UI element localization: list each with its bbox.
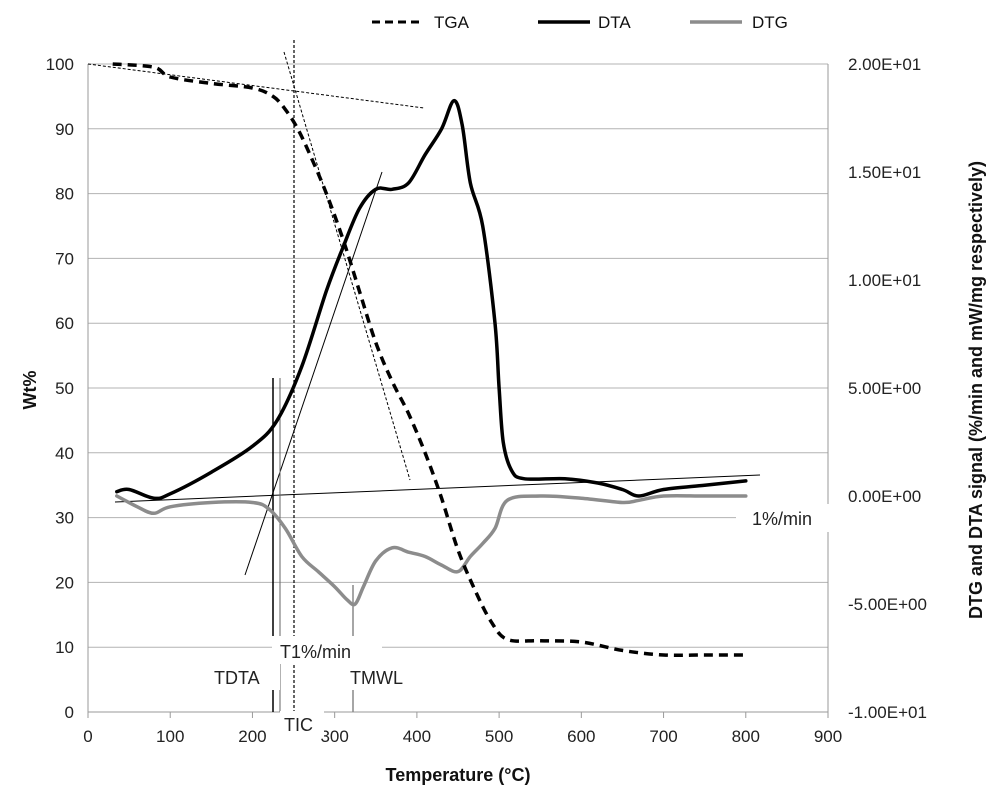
x-tick-label: 100 (156, 727, 184, 746)
gridlines (87, 63, 829, 718)
label-bg-tmwl (346, 664, 424, 690)
legend-label-dta: DTA (598, 13, 631, 32)
annotation-1pct-per-min: 1%/min (752, 509, 812, 529)
onset-tangent-upper (87, 63, 425, 109)
x-tick-label: 600 (567, 727, 595, 746)
series-layer (112, 62, 748, 658)
y-axis-right-title: DTG and DTA signal (%/min and mW/mg resp… (966, 161, 986, 619)
y-tick-left-label: 10 (55, 638, 74, 657)
x-tick-label: 800 (732, 727, 760, 746)
annotation-lines (87, 40, 761, 712)
y-tick-right-label: 1.00E+01 (848, 271, 921, 290)
annotation-tic: TIC (284, 715, 313, 735)
legend: TGA DTA DTG (372, 13, 788, 32)
y-tick-right-label: -1.00E+01 (848, 703, 927, 722)
label-bg-t1 (272, 636, 382, 664)
x-axis-title: Temperature (°C) (386, 765, 531, 785)
x-tick-label: 500 (485, 727, 513, 746)
label-bg-tdta (210, 664, 280, 690)
series-line-tga (112, 62, 746, 658)
onset-tangent-steep (283, 51, 411, 481)
x-tick-label: 300 (320, 727, 348, 746)
y-tick-right-label: 1.50E+01 (848, 163, 921, 182)
series-line-dtg (115, 493, 748, 607)
x-tick-label: 900 (814, 727, 842, 746)
tick-labels: 0 10 20 30 40 50 60 70 80 90 100 0 100 200 300 400 500 60… (46, 55, 927, 746)
label-bg-tic (280, 711, 324, 737)
y-tick-right-label: 2.00E+01 (848, 55, 921, 74)
y-tick-left-label: 80 (55, 185, 74, 204)
x-tick-label: 700 (649, 727, 677, 746)
y-tick-left-label: 90 (55, 120, 74, 139)
y-tick-left-label: 30 (55, 509, 74, 528)
dta-tangent (244, 171, 383, 576)
y-tick-left-label: 0 (65, 703, 74, 722)
y-tick-left-label: 100 (46, 55, 74, 74)
series-line-dta (115, 98, 748, 501)
y-tick-right-label: -5.00E+00 (848, 595, 927, 614)
y-tick-right-label: 5.00E+00 (848, 379, 921, 398)
annotation-tmwl: TMWL (350, 668, 403, 688)
label-bg-1pct (736, 504, 836, 532)
y-axis-left-title: Wt% (20, 371, 40, 410)
y-tick-left-label: 40 (55, 444, 74, 463)
y-tick-left-label: 70 (55, 249, 74, 268)
annotation-tdta: TDTA (214, 668, 260, 688)
legend-label-dtg: DTG (752, 13, 788, 32)
y-tick-left-label: 20 (55, 573, 74, 592)
legend-label-tga: TGA (434, 13, 470, 32)
y-tick-left-label: 50 (55, 379, 74, 398)
y-tick-left-label: 60 (55, 314, 74, 333)
x-tick-label: 0 (83, 727, 92, 746)
annotation-t1-per-min: T1%/min (280, 642, 351, 662)
y-tick-right-label: 0.00E+00 (848, 487, 921, 506)
x-tick-label: 200 (238, 727, 266, 746)
x-tick-label: 400 (403, 727, 431, 746)
